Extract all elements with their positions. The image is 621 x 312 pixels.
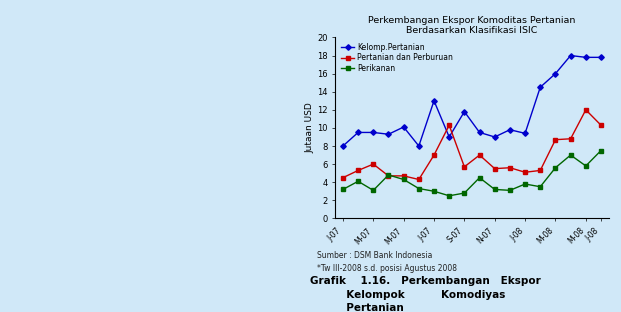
Kelomp.Pertanian	[567, 54, 574, 57]
Kelomp.Pertanian	[385, 132, 392, 136]
Perikanan	[385, 173, 392, 177]
Pertanian dan Perburuan	[506, 166, 514, 170]
Perikanan	[476, 176, 483, 180]
Pertanian dan Perburuan	[537, 168, 544, 172]
Pertanian dan Perburuan	[491, 167, 499, 171]
Kelomp.Pertanian	[537, 85, 544, 89]
Legend: Kelomp.Pertanian, Pertanian dan Perburuan, Perikanan: Kelomp.Pertanian, Pertanian dan Perburua…	[339, 41, 455, 74]
Kelomp.Pertanian	[476, 131, 483, 134]
Y-axis label: Jutaan USD: Jutaan USD	[306, 103, 314, 153]
Kelomp.Pertanian	[491, 135, 499, 139]
Perikanan	[339, 188, 347, 191]
Text: *Tw III-2008 s.d. posisi Agustus 2008: *Tw III-2008 s.d. posisi Agustus 2008	[317, 264, 456, 273]
Title: Perkembangan Ekspor Komoditas Pertanian
Berdasarkan Klasifikasi ISIC: Perkembangan Ekspor Komoditas Pertanian …	[368, 16, 576, 35]
Text: Grafik    1.16.   Perkembangan   Ekspor: Grafik 1.16. Perkembangan Ekspor	[310, 276, 542, 286]
Line: Pertanian dan Perburuan: Pertanian dan Perburuan	[341, 108, 603, 182]
Kelomp.Pertanian	[369, 131, 377, 134]
Kelomp.Pertanian	[597, 56, 605, 59]
Pertanian dan Perburuan	[461, 165, 468, 169]
Pertanian dan Perburuan	[476, 153, 483, 157]
Kelomp.Pertanian	[551, 72, 559, 76]
Perikanan	[461, 191, 468, 195]
Perikanan	[597, 149, 605, 153]
Pertanian dan Perburuan	[582, 108, 589, 112]
Perikanan	[400, 178, 407, 181]
Perikanan	[430, 189, 438, 193]
Pertanian dan Perburuan	[355, 168, 362, 172]
Pertanian dan Perburuan	[385, 174, 392, 178]
Perikanan	[551, 166, 559, 170]
Pertanian dan Perburuan	[430, 153, 438, 157]
Text: Kelompok          Komodiyas: Kelompok Komodiyas	[310, 290, 506, 300]
Kelomp.Pertanian	[430, 99, 438, 103]
Perikanan	[537, 185, 544, 188]
Line: Perikanan: Perikanan	[341, 149, 603, 198]
Perikanan	[369, 188, 377, 192]
Perikanan	[491, 188, 499, 191]
Perikanan	[445, 194, 453, 198]
Kelomp.Pertanian	[506, 128, 514, 132]
Text: Sumber : DSM Bank Indonesia: Sumber : DSM Bank Indonesia	[317, 251, 432, 260]
Kelomp.Pertanian	[522, 131, 529, 135]
Kelomp.Pertanian	[582, 56, 589, 59]
Kelomp.Pertanian	[415, 144, 422, 148]
Pertanian dan Perburuan	[445, 123, 453, 127]
Perikanan	[415, 187, 422, 190]
Pertanian dan Perburuan	[567, 137, 574, 141]
Perikanan	[522, 182, 529, 186]
Pertanian dan Perburuan	[415, 178, 422, 181]
Kelomp.Pertanian	[400, 125, 407, 129]
Pertanian dan Perburuan	[400, 174, 407, 178]
Perikanan	[567, 153, 574, 157]
Kelomp.Pertanian	[355, 131, 362, 134]
Text: Pertanian: Pertanian	[310, 303, 404, 312]
Perikanan	[355, 179, 362, 183]
Pertanian dan Perburuan	[597, 123, 605, 127]
Pertanian dan Perburuan	[522, 170, 529, 174]
Pertanian dan Perburuan	[369, 162, 377, 166]
Kelomp.Pertanian	[339, 144, 347, 148]
Kelomp.Pertanian	[445, 135, 453, 139]
Pertanian dan Perburuan	[339, 176, 347, 180]
Pertanian dan Perburuan	[551, 138, 559, 142]
Perikanan	[506, 188, 514, 192]
Kelomp.Pertanian	[461, 110, 468, 114]
Perikanan	[582, 164, 589, 168]
Line: Kelomp.Pertanian: Kelomp.Pertanian	[341, 54, 603, 148]
